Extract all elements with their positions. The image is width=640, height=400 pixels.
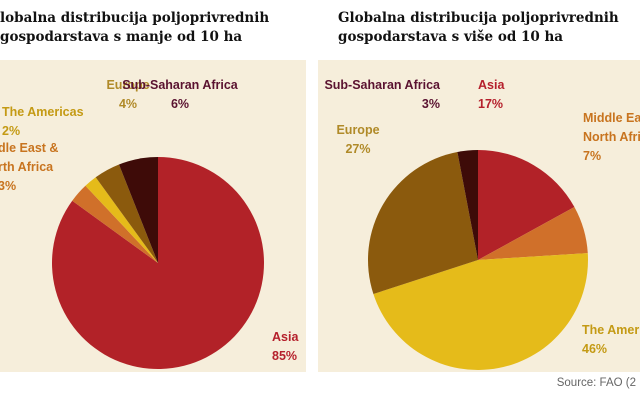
pie-slice-1-middle-east-north-africa <box>478 207 588 260</box>
pie-slice-0-europe <box>95 164 158 263</box>
chart-title-right: Globalna distribucija poljoprivrednih go… <box>338 10 619 45</box>
slice-label-0-2: The Americas 2% <box>2 105 84 138</box>
pie-slice-1-asia <box>478 150 575 260</box>
slice-label-0-0: Asia 85% <box>272 330 299 363</box>
slice-label-1-3: Europe 27% <box>336 123 379 156</box>
pie-slice-1-europe <box>368 151 478 294</box>
slice-label-1-1: Middle Ea North Afri 7% <box>583 111 640 163</box>
slice-label-1-2: The Amer 46% <box>582 323 639 356</box>
pie-slice-0-sub-saharan-africa <box>118 157 158 263</box>
slice-label-1-4: Sub-Saharan Africa 3% <box>324 78 441 111</box>
slice-label-0-1: dle East & rth Africa 3% <box>0 141 58 193</box>
slice-label-0-4: Sub-Saharan Africa 6% <box>122 78 239 111</box>
slice-label-0-3: Europe 4% <box>106 78 149 111</box>
chart-title-left: lobalna distribucija poljoprivrednih gos… <box>0 10 270 45</box>
pie-slice-0-middle-east-north-africa <box>72 185 158 263</box>
slice-label-1-0: Asia 17% <box>478 78 505 111</box>
pie-slice-1-the-americas <box>373 253 588 370</box>
pie-slice-1-sub-saharan-africa <box>457 150 478 260</box>
source-note: Source: FAO (2 <box>556 377 636 389</box>
pie-slice-0-the-americas <box>85 177 158 263</box>
